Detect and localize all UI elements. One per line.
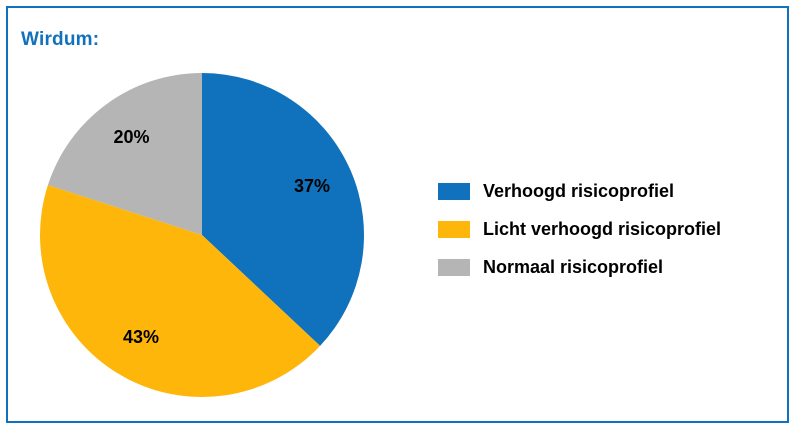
pie-slice-label: 43% bbox=[123, 327, 159, 347]
legend-swatch bbox=[438, 221, 470, 238]
pie-slice-label: 37% bbox=[294, 176, 330, 196]
pie-slice bbox=[202, 73, 365, 346]
legend-label: Normaal risicoprofiel bbox=[483, 257, 664, 277]
pie-slice bbox=[40, 184, 321, 397]
pie-slice bbox=[47, 73, 203, 235]
legend-swatch bbox=[438, 259, 470, 276]
chart-title: Wirdum: bbox=[21, 29, 100, 50]
legend-label: Verhoogd risicoprofiel bbox=[483, 181, 675, 201]
pie-slice-label: 20% bbox=[113, 127, 149, 147]
legend-item: Normaal risicoprofiel bbox=[438, 257, 721, 277]
legend-item: Verhoogd risicoprofiel bbox=[438, 181, 721, 201]
legend-swatch bbox=[438, 183, 470, 200]
legend-label: Licht verhoogd risicoprofiel bbox=[483, 219, 722, 239]
legend: Verhoogd risicoprofiel Licht verhoogd ris… bbox=[438, 181, 722, 297]
legend-item: Licht verhoogd risicoprofiel bbox=[438, 219, 722, 239]
